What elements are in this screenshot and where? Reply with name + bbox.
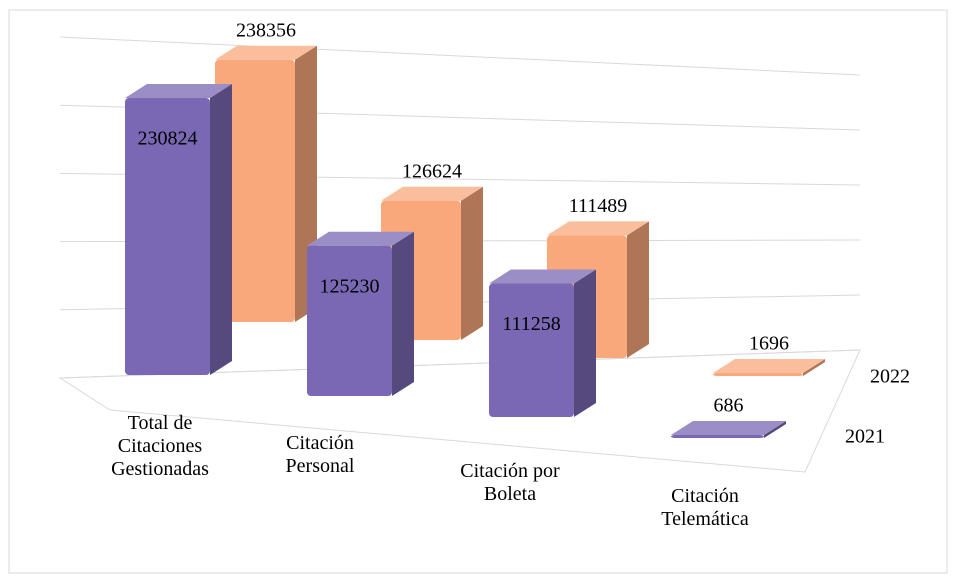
bar-top (547, 221, 649, 236)
bar-top (671, 421, 786, 435)
bar (125, 84, 232, 375)
value-label: 238356 (236, 19, 296, 41)
bar-front (125, 98, 210, 375)
bar-front (489, 283, 574, 417)
bar-top (125, 84, 232, 99)
value-label: 125230 (320, 275, 380, 297)
bar-front (671, 435, 764, 438)
series-label: 2021 (845, 426, 885, 448)
bar-top (307, 231, 414, 246)
x-tick-label: Total de Citaciones Gestionadas (111, 412, 209, 480)
bar-front (307, 245, 392, 396)
bar-top (489, 269, 596, 284)
value-label: 126624 (402, 160, 462, 182)
grid-line (59, 36, 861, 76)
bar-front (713, 373, 803, 376)
x-tick-label: Citación Personal (285, 432, 355, 477)
bar-side (803, 359, 825, 376)
bar-side (574, 269, 596, 417)
bar (489, 269, 596, 417)
series-label: 2022 (870, 366, 910, 388)
value-label: 686 (714, 395, 744, 417)
value-label: 230824 (138, 128, 198, 150)
bar-front (215, 59, 295, 322)
bar-top (713, 359, 825, 373)
value-label: 111258 (502, 313, 561, 335)
bar (307, 231, 414, 396)
value-label: 111489 (569, 195, 628, 217)
value-label: 1696 (749, 333, 789, 355)
x-tick-label: Citación Telemática (661, 485, 749, 530)
bar (671, 421, 786, 438)
bar-side (764, 421, 786, 438)
bar-top (215, 45, 317, 60)
bar-top (381, 186, 483, 201)
bar (713, 359, 825, 376)
bar-side (210, 84, 232, 375)
bar-side (392, 231, 414, 396)
bar-side (627, 221, 649, 358)
x-tick-label: Citación por Boleta (460, 460, 560, 505)
bar-side (461, 186, 483, 340)
